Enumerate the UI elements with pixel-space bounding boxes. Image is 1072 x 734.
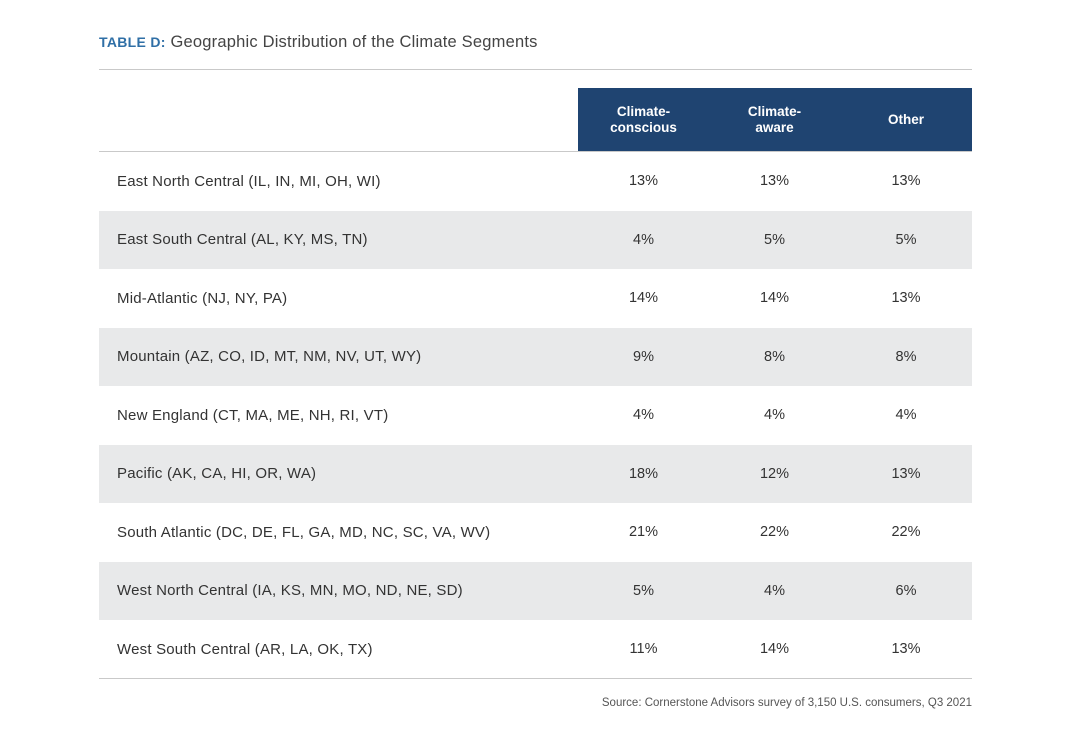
other-value: 13% — [891, 173, 921, 190]
other-value: 13% — [891, 290, 921, 307]
table-title: TABLE D: Geographic Distribution of the … — [99, 33, 538, 52]
table-row: Mid-Atlantic (NJ, NY, PA) 14% 14% 13% — [99, 269, 972, 328]
climate-conscious-value: 18% — [628, 465, 659, 482]
header-divider — [99, 151, 972, 152]
table-title-prefix: TABLE D: — [99, 34, 166, 50]
climate-aware-value: 8% — [764, 348, 785, 365]
region-label: South Atlantic (DC, DE, FL, GA, MD, NC, … — [117, 523, 491, 541]
climate-conscious-value: 13% — [628, 173, 659, 190]
region-label: East North Central (IL, IN, MI, OH, WI) — [117, 172, 381, 190]
other-value: 22% — [891, 524, 921, 541]
table-title-text: Geographic Distribution of the Climate S… — [170, 33, 538, 51]
region-label: Pacific (AK, CA, HI, OR, WA) — [117, 465, 317, 483]
climate-aware-value: 22% — [759, 524, 790, 541]
region-label: Mountain (AZ, CO, ID, MT, NM, NV, UT, WY… — [117, 348, 422, 366]
other-value: 13% — [891, 465, 921, 482]
climate-conscious-value: 9% — [633, 348, 654, 365]
other-value: 13% — [891, 641, 921, 658]
other-value: 5% — [895, 231, 917, 248]
table-row: New England (CT, MA, ME, NH, RI, VT) 4% … — [99, 386, 972, 445]
top-divider — [99, 69, 972, 70]
climate-aware-value: 13% — [759, 173, 790, 190]
climate-aware-value: 14% — [759, 290, 790, 307]
climate-aware-value: 5% — [764, 231, 785, 248]
region-label: Mid-Atlantic (NJ, NY, PA) — [117, 289, 288, 307]
climate-conscious-value: 11% — [629, 641, 658, 658]
table-header: Climate- conscious Climate- aware Other — [99, 88, 972, 151]
table-row: East South Central (AL, KY, MS, TN) 4% 5… — [99, 210, 972, 269]
climate-conscious-value: 14% — [628, 290, 659, 307]
climate-conscious-value: 21% — [628, 524, 659, 541]
climate-conscious-value: 4% — [633, 231, 654, 248]
table-row: South Atlantic (DC, DE, FL, GA, MD, NC, … — [99, 503, 972, 562]
region-label: New England (CT, MA, ME, NH, RI, VT) — [117, 406, 389, 424]
climate-aware-value: 12% — [759, 465, 790, 482]
region-label: West South Central (AR, LA, OK, TX) — [117, 640, 373, 658]
climate-conscious-value: 4% — [633, 407, 654, 424]
climate-aware-value: 14% — [759, 641, 790, 658]
source-note: Source: Cornerstone Advisors survey of 3… — [601, 697, 972, 709]
table-row: Pacific (AK, CA, HI, OR, WA) 18% 12% 13% — [99, 444, 972, 503]
bottom-divider — [99, 678, 972, 679]
table-row: West North Central (IA, KS, MN, MO, ND, … — [99, 561, 972, 620]
column-header-climate-conscious: Climate- conscious — [578, 88, 709, 151]
region-label: East South Central (AL, KY, MS, TN) — [117, 231, 368, 249]
table-row: East North Central (IL, IN, MI, OH, WI) … — [99, 152, 972, 211]
distribution-table: Climate- conscious Climate- aware Other … — [99, 88, 972, 679]
column-header-other: Other — [840, 88, 972, 151]
climate-aware-value: 4% — [764, 582, 785, 599]
climate-conscious-value: 5% — [633, 582, 654, 599]
table-row: Mountain (AZ, CO, ID, MT, NM, NV, UT, WY… — [99, 327, 972, 386]
table-row: West South Central (AR, LA, OK, TX) 11% … — [99, 620, 972, 679]
other-value: 4% — [895, 407, 917, 424]
column-header-climate-aware: Climate- aware — [709, 88, 840, 151]
other-value: 8% — [895, 348, 917, 365]
region-label: West North Central (IA, KS, MN, MO, ND, … — [117, 582, 463, 600]
climate-aware-value: 4% — [764, 407, 785, 424]
other-value: 6% — [895, 582, 917, 599]
